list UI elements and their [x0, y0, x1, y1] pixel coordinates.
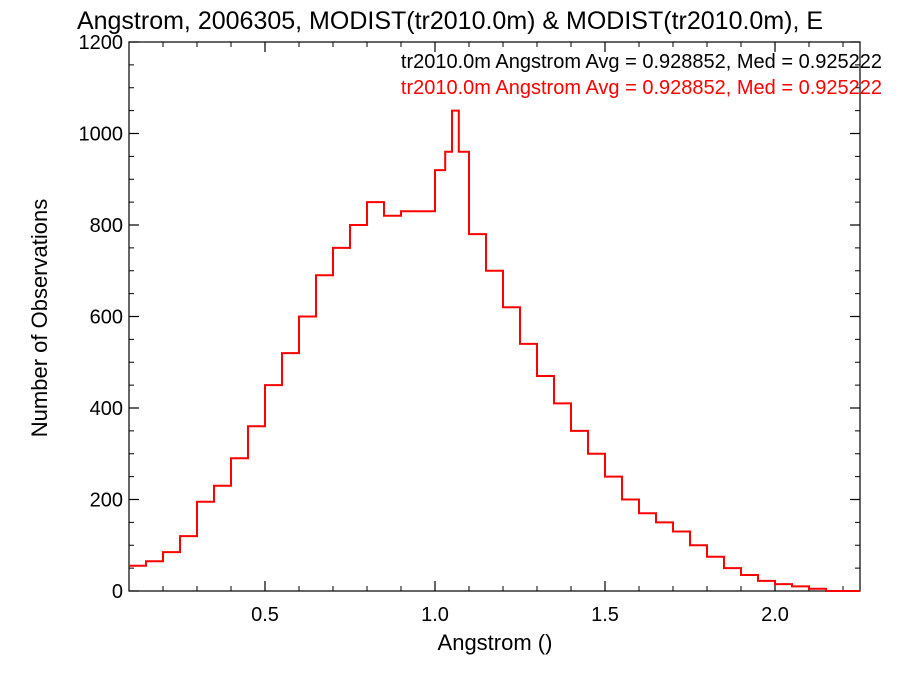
y-tick-label: 400: [90, 398, 123, 420]
legend-entry-red: tr2010.0m Angstrom Avg = 0.928852, Med =…: [400, 77, 882, 99]
legend-entry-black: tr2010.0m Angstrom Avg = 0.928852, Med =…: [400, 51, 882, 73]
plot-frame: [128, 41, 861, 592]
x-axis-label: Angstrom (): [437, 630, 553, 655]
y-tick-label: 200: [90, 490, 123, 512]
x-tick-label: 1.0: [421, 604, 449, 626]
histogram-series-line: [129, 109, 860, 592]
x-tick-label: 2.0: [761, 604, 789, 626]
y-tick-label: 600: [90, 307, 123, 329]
y-tick-label: 1200: [79, 32, 124, 54]
chart-title: Angstrom, 2006305, MODIST(tr2010.0m) & M…: [76, 7, 824, 35]
x-tick-label: 0.5: [251, 604, 279, 626]
y-tick-label: 1000: [79, 124, 124, 146]
y-tick-label: 800: [90, 215, 123, 237]
x-tick-label: 1.5: [591, 604, 619, 626]
y-axis-label: Number of Observations: [27, 198, 52, 438]
y-tick-label: 0: [112, 581, 123, 603]
